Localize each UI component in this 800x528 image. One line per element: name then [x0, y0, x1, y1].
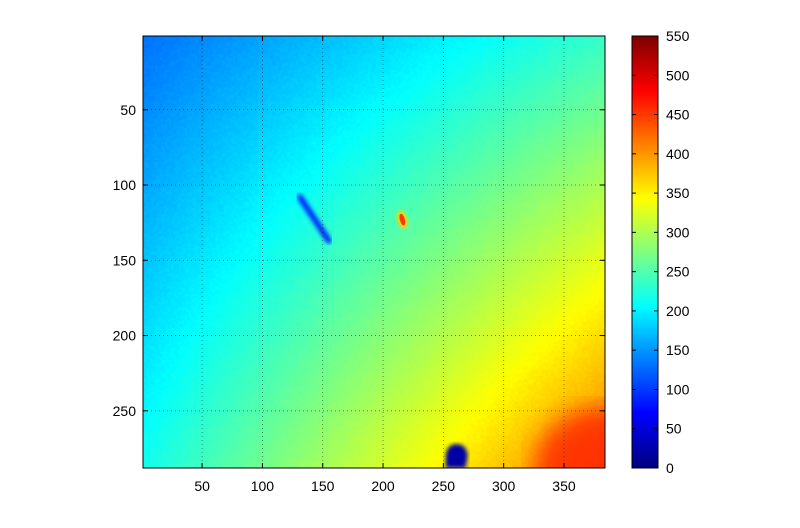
x-tick-label: 250 [432, 478, 456, 494]
heatmap-features [296, 194, 468, 468]
y-tick-label: 50 [120, 102, 136, 118]
colorbar-axis: 0 50 100 150 200 250 300 350 400 450 500 550 [632, 28, 690, 476]
colorbar: 0 50 100 150 200 250 300 350 400 450 500 550 [631, 28, 690, 476]
colorbar-tick-label: 0 [666, 460, 674, 476]
x-tick-label: 350 [552, 478, 576, 494]
x-tick-label: 300 [492, 478, 516, 494]
colorbar-gradient [632, 36, 658, 468]
colorbar-tick-label: 450 [666, 107, 690, 123]
grid-lines [143, 36, 605, 468]
colorbar-tick-label: 550 [666, 28, 690, 44]
hot-spot-feature [399, 213, 406, 226]
heatmap-image [143, 36, 605, 468]
colorbar-tick-label: 200 [666, 303, 690, 319]
cold-blob-feature [445, 443, 468, 468]
y-tick-label: 250 [113, 403, 137, 419]
colorbar-tick-label: 300 [666, 224, 690, 240]
y-axis: 50 100 150 200 250 [113, 102, 605, 419]
y-tick-label: 150 [113, 252, 137, 268]
x-tick-label: 100 [251, 478, 275, 494]
hot-corner-glow [535, 408, 605, 468]
y-tick-label: 200 [113, 328, 137, 344]
colorbar-tick-label: 100 [666, 381, 690, 397]
colorbar-tick-label: 350 [666, 185, 690, 201]
x-tick-label: 50 [194, 478, 210, 494]
x-axis: 50 100 150 200 250 300 350 [194, 36, 576, 494]
y-tick-label: 100 [113, 177, 137, 193]
colorbar-tick-label: 250 [666, 264, 690, 280]
x-tick-label: 150 [311, 478, 335, 494]
streak-feature [296, 194, 332, 244]
hot-corner-overlay [535, 408, 605, 468]
plot-area: 50 100 150 200 250 300 350 50 100 150 200 250 [113, 35, 606, 494]
colorbar-tick-label: 500 [666, 67, 690, 83]
plot-frame [142, 35, 606, 469]
colorbar-frame [631, 35, 659, 469]
colorbar-tick-label: 400 [666, 146, 690, 162]
colorbar-tick-label: 150 [666, 342, 690, 358]
x-tick-label: 200 [371, 478, 395, 494]
colorbar-tick-label: 50 [666, 421, 682, 437]
